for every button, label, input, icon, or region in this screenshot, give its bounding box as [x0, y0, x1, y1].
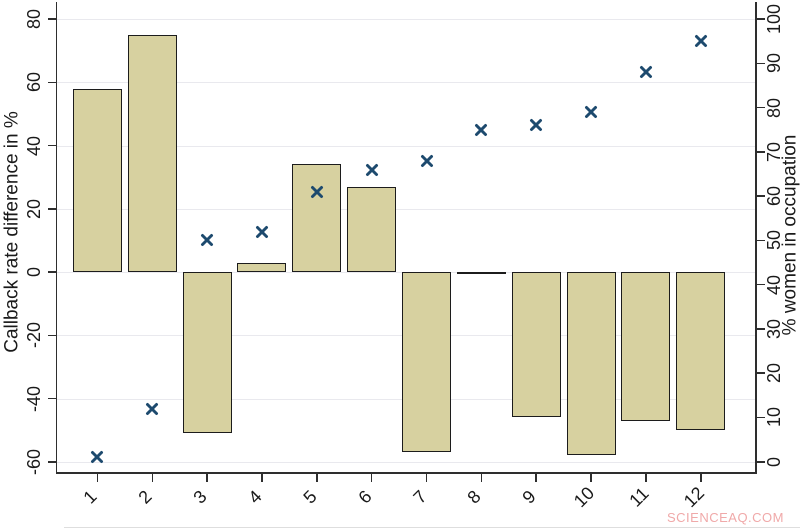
x-tick-label: 2: [134, 486, 156, 508]
right-tick: [756, 151, 765, 153]
x-tick-label: 10: [569, 482, 599, 512]
bar-category-9: [511, 272, 561, 418]
left-tick: [47, 461, 56, 463]
x-tick: [645, 473, 647, 482]
bar-category-6: [347, 186, 397, 272]
gridline: [57, 208, 755, 210]
right-axis-line: [755, 2, 757, 472]
bottom-divider: [64, 527, 800, 528]
bar-category-3: [182, 272, 232, 434]
x-tick-label: 6: [354, 486, 376, 508]
right-tick: [756, 106, 765, 109]
right-tick: [756, 195, 765, 197]
gridline: [57, 19, 755, 20]
x-marker-category-3: [201, 234, 214, 247]
bar-category-2: [127, 34, 177, 272]
x-marker-category-2: [146, 402, 159, 415]
x-axis-line: [55, 472, 757, 474]
left-tick: [47, 81, 56, 83]
x-marker-category-6: [365, 163, 378, 176]
x-marker-category-1: [91, 451, 104, 464]
left-tick: [47, 397, 56, 400]
x-marker-category-12: [694, 35, 707, 48]
right-tick: [756, 283, 765, 286]
x-marker-category-11: [639, 66, 652, 79]
right-tick: [756, 372, 765, 374]
gridline: [57, 461, 755, 463]
right-tick: [756, 416, 765, 419]
watermark-text: SCIENCEAQ.COM: [666, 510, 784, 525]
x-marker-category-5: [310, 185, 323, 198]
x-tick-label: 12: [679, 482, 708, 512]
bar-category-10: [566, 272, 616, 456]
left-tick: [47, 144, 56, 147]
bar-category-7: [402, 272, 451, 453]
x-tick: [700, 473, 702, 482]
x-tick-label: 7: [408, 486, 431, 508]
x-tick-label: 4: [244, 486, 266, 508]
x-marker-category-9: [530, 119, 543, 132]
x-tick-label: 5: [299, 486, 321, 508]
right-tick: [756, 62, 765, 65]
x-tick-label: 3: [189, 486, 211, 508]
left-tick: [47, 18, 56, 20]
x-marker-category-4: [255, 225, 268, 238]
bar-category-12: [676, 272, 726, 431]
left-axis-title: Callback rate difference in %: [1, 111, 23, 353]
gridline: [57, 145, 755, 147]
left-axis-line: [55, 2, 57, 472]
x-marker-category-7: [420, 154, 433, 167]
x-tick-label: 9: [518, 486, 540, 508]
bar-category-4: [237, 262, 287, 272]
x-tick: [206, 473, 208, 482]
bar-category-8: [456, 272, 506, 274]
gridline: [57, 82, 755, 84]
x-marker-category-10: [585, 105, 598, 118]
x-tick-label: 1: [79, 486, 102, 508]
x-tick-label: 8: [463, 486, 485, 508]
x-tick: [535, 473, 537, 482]
x-tick: [261, 473, 263, 482]
left-tick: [47, 334, 56, 336]
x-tick: [316, 473, 318, 482]
right-tick: [756, 461, 765, 463]
x-tick: [425, 473, 428, 482]
x-tick: [370, 473, 373, 482]
right-axis-title: % women in occupation: [779, 134, 800, 336]
left-tick: [47, 271, 56, 273]
x-tick: [96, 473, 99, 482]
x-marker-category-8: [475, 123, 488, 136]
bar-category-11: [621, 272, 671, 421]
right-tick: [756, 18, 765, 20]
x-tick-label: 11: [625, 483, 653, 511]
x-tick: [480, 473, 483, 482]
bar-category-1: [72, 88, 122, 272]
x-tick: [151, 473, 153, 482]
left-tick: [47, 208, 56, 210]
right-tick: [756, 239, 765, 242]
bar-category-5: [292, 164, 342, 272]
right-tick: [756, 328, 765, 330]
x-tick: [590, 473, 592, 482]
